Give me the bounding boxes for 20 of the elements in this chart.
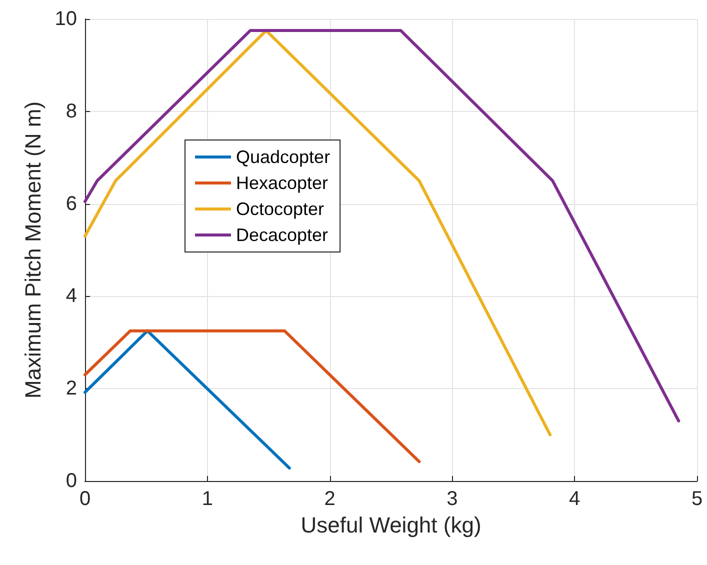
line-series: [84, 29, 552, 436]
y-axis-title: Maximum Pitch Moment (N m): [20, 101, 46, 399]
x-tick-label: 5: [691, 488, 703, 510]
legend-label: Quadcopter: [236, 147, 330, 167]
legend-label: Octocopter: [236, 199, 324, 219]
y-tick-label: 10: [54, 8, 77, 30]
y-tick-label: 6: [66, 192, 77, 215]
x-axis-title: Useful Weight (kg): [300, 512, 482, 538]
legend-label: Hexacopter: [236, 173, 328, 193]
x-tick-label: 2: [324, 488, 336, 510]
y-tick-label: 2: [66, 378, 77, 400]
line-series: [84, 29, 680, 422]
y-tick-label: 4: [66, 285, 77, 308]
x-tick-label: 4: [569, 488, 580, 510]
y-tick-label: 8: [66, 100, 77, 122]
x-tick-label: 1: [202, 488, 213, 510]
y-tick-label: 0: [66, 470, 77, 492]
x-tick-label: 0: [79, 488, 91, 510]
legend-label: Decacopter: [236, 225, 328, 245]
x-tick-label: 3: [446, 488, 458, 510]
